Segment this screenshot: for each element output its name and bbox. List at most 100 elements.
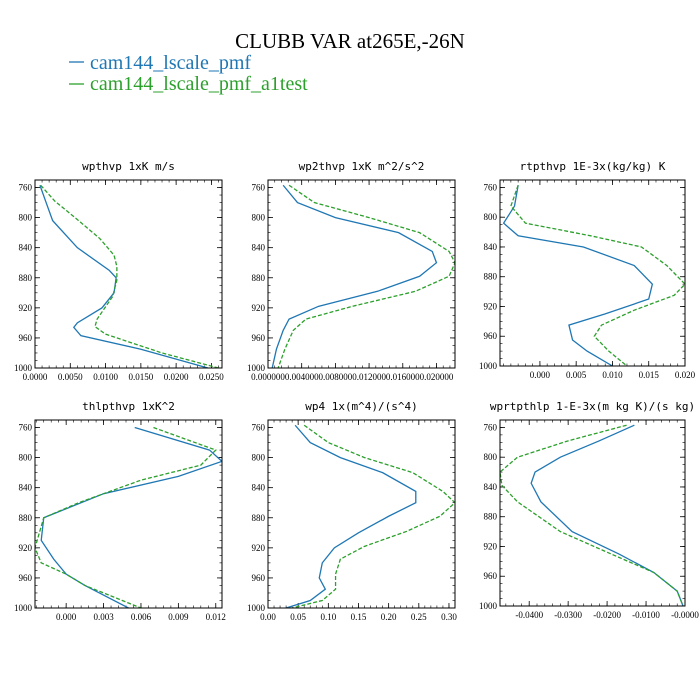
plot-frame (267, 419, 456, 609)
series-line-1 (502, 185, 654, 366)
y-tick-label: 800 (19, 213, 33, 223)
y-tick-label: 880 (484, 272, 498, 282)
y-tick-label: 840 (252, 483, 266, 493)
y-tick-label: 960 (484, 571, 498, 581)
figure-title: CLUBB VAR at265E,-26N (235, 29, 465, 53)
x-tick-label: 0.05 (290, 612, 306, 622)
y-tick-label: 920 (19, 543, 33, 553)
x-tick-label: 0.000000 (251, 372, 285, 382)
series-line-2 (510, 184, 685, 366)
y-tick-label: 1000 (479, 361, 498, 371)
panel-title: thlpthvp 1xK^2 (82, 400, 175, 413)
legend-label-2: cam144_lscale_pmf_a1test (90, 73, 308, 95)
y-tick-label: 920 (484, 541, 498, 551)
x-tick-label: 0.015 (639, 370, 660, 380)
y-tick-label: 840 (484, 242, 498, 252)
x-tick-label: -0.0200 (593, 610, 621, 620)
y-tick-label: 1000 (14, 603, 33, 613)
x-tick-label: 0.012000 (352, 372, 386, 382)
panel-6: wprtpthlp 1-E-3x(m kg K)/(s kg) 760 800 840… (479, 400, 699, 620)
x-tick-label: -0.0400 (515, 610, 543, 620)
y-tick-label: 920 (252, 543, 266, 553)
x-tick-label: 0.012 (206, 612, 226, 622)
x-tick-label: 0.006 (131, 612, 152, 622)
y-tick-label: 960 (252, 573, 266, 583)
panel-title: rtpthvp 1E-3x(kg/kg) K (520, 160, 666, 173)
x-tick-label: 0.0050 (58, 372, 83, 382)
x-tick-label: 0.0150 (128, 372, 153, 382)
series-line-1 (285, 424, 417, 608)
legend: cam144_lscale_pmf cam144_lscale_pmf_a1te… (69, 52, 308, 95)
legend-label-1: cam144_lscale_pmf (90, 52, 251, 74)
y-tick-label: 880 (484, 512, 498, 522)
x-tick-label: 0.0250 (199, 372, 224, 382)
y-tick-label: 920 (484, 301, 498, 311)
x-tick-label: -0.0000 (671, 610, 699, 620)
plot-frame (499, 179, 686, 367)
plot-frame (34, 179, 223, 369)
x-tick-label: 0.30 (441, 612, 457, 622)
y-tick-label: 760 (484, 422, 498, 432)
x-tick-label: 0.008000 (319, 372, 353, 382)
y-tick-label: 960 (19, 573, 33, 583)
y-tick-label: 880 (19, 273, 33, 283)
x-tick-label: 0.0100 (93, 372, 118, 382)
x-tick-label: -0.0300 (554, 610, 582, 620)
y-tick-label: 800 (19, 453, 33, 463)
panel-title: wp4 1x(m^4)/(s^4) (305, 400, 418, 413)
plot-frame (34, 419, 223, 609)
x-tick-label: 0.010 (602, 370, 623, 380)
y-tick-label: 840 (19, 483, 33, 493)
x-tick-label: 0.020 (675, 370, 696, 380)
plot-frame (267, 179, 456, 369)
y-tick-label: 760 (252, 423, 266, 433)
x-tick-label: 0.25 (411, 612, 427, 622)
series-line-2 (35, 426, 217, 608)
panels-group: wpthvp 1xK m/s76080084088092096010000.00… (14, 160, 699, 622)
y-tick-label: 760 (19, 423, 33, 433)
y-tick-label: 800 (252, 453, 266, 463)
y-tick-label: 920 (252, 303, 266, 313)
x-tick-label: 0.0000 (23, 372, 48, 382)
y-tick-label: 760 (19, 183, 33, 193)
plot-frame (499, 419, 686, 607)
series-line-2 (40, 184, 219, 368)
series-line-1 (271, 184, 438, 368)
x-tick-label: 0.15 (351, 612, 367, 622)
y-tick-label: 1000 (14, 363, 33, 373)
series-line-2 (500, 424, 684, 606)
panel-3: rtpthvp 1E-3x(kg/kg) K 760 800 840 880 920 960… (479, 160, 696, 380)
panel-title: wprtpthlp 1-E-3x(m kg K)/(s kg) (490, 400, 695, 413)
panel-4: thlpthvp 1xK^2 760 800 840 880 920 960 1000 0.00… (14, 400, 226, 622)
panel-2: wp2thvp 1xK m^2/s^2 760 800 840 880 920 960 100… (247, 160, 456, 382)
y-tick-label: 880 (252, 513, 266, 523)
panel-5: wp4 1x(m^4)/(s^4) 760 800 840 880 920 960 1000 0… (247, 400, 457, 622)
y-tick-label: 960 (484, 331, 498, 341)
y-tick-label: 880 (252, 273, 266, 283)
series-line-2 (277, 184, 455, 368)
panel-title: wpthvp 1xK m/s (82, 160, 175, 173)
x-tick-label: 0.005 (566, 370, 587, 380)
x-tick-label: 0.003 (93, 612, 114, 622)
y-tick-label: 1000 (247, 603, 266, 613)
x-tick-label: 0.20 (381, 612, 397, 622)
x-tick-label: 0.000 (530, 370, 551, 380)
series-line-1 (530, 424, 684, 606)
panel-1: wpthvp 1xK m/s76080084088092096010000.00… (14, 160, 224, 382)
y-tick-label: 760 (484, 182, 498, 192)
x-tick-label: -0.0100 (632, 610, 660, 620)
x-tick-label: 0.0200 (164, 372, 189, 382)
x-tick-label: 0.000 (56, 612, 77, 622)
y-tick-label: 800 (252, 213, 266, 223)
y-tick-label: 960 (252, 333, 266, 343)
y-tick-label: 1000 (247, 363, 266, 373)
y-tick-label: 1000 (479, 601, 498, 611)
y-tick-label: 880 (19, 513, 33, 523)
panel-title: wp2thvp 1xK m^2/s^2 (299, 160, 425, 173)
y-tick-label: 840 (484, 482, 498, 492)
y-tick-label: 760 (252, 183, 266, 193)
y-tick-label: 800 (484, 212, 498, 222)
y-tick-label: 840 (252, 243, 266, 253)
series-line-2 (291, 424, 455, 608)
